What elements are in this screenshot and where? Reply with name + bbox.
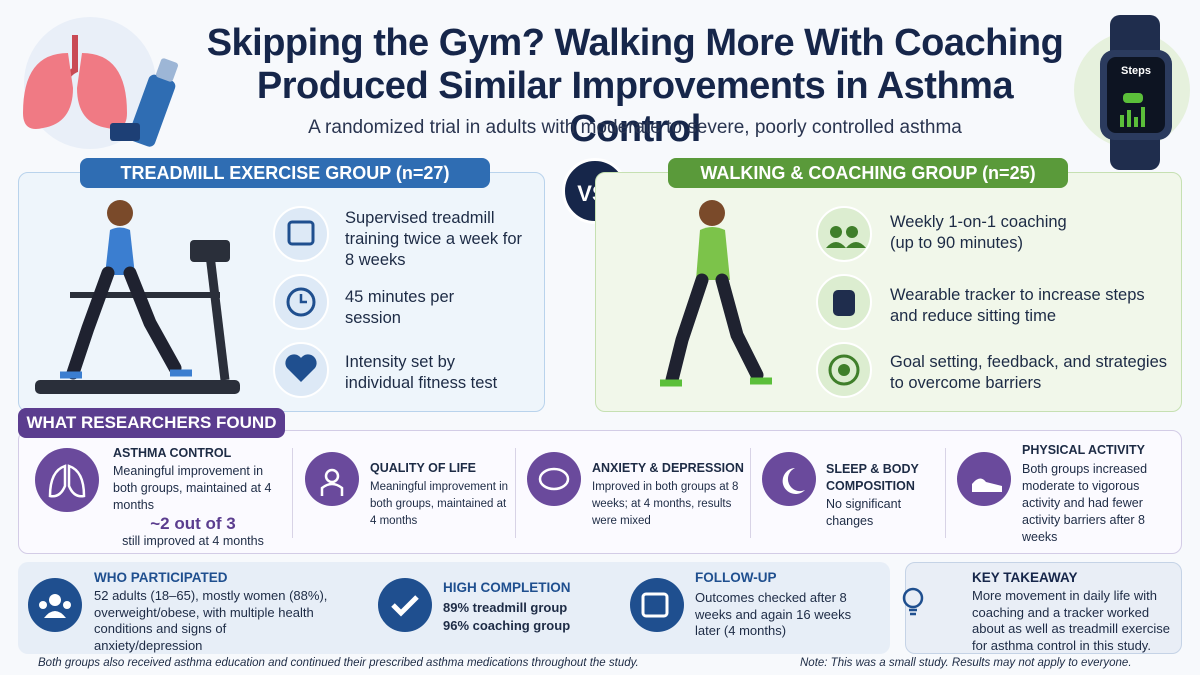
- finding-text: Meaningful improvement in both groups, m…: [370, 481, 509, 527]
- calendar-icon: [273, 206, 329, 262]
- finding-text: Both groups increased moderate to vigoro…: [1022, 462, 1148, 544]
- quality-icon: [305, 452, 359, 506]
- watch-label: Steps: [1121, 65, 1151, 77]
- takeaway-text: More movement in daily life with coachin…: [972, 588, 1170, 653]
- title-line: Skipping the Gym? Walking More With Coac…: [206, 22, 1064, 64]
- tracker-icon: [816, 274, 872, 330]
- walker-illustration: [660, 200, 772, 387]
- walking-label: WALKING & COACHING GROUP (n=25): [668, 158, 1068, 188]
- details-icons: [39, 587, 924, 618]
- footnote: Note: This was a small study. Results ma…: [800, 657, 1132, 669]
- sleep-icon: [762, 452, 816, 506]
- finding-highlight-note: still improved at 4 months: [122, 534, 264, 548]
- footnote: Both groups also received asthma educati…: [38, 657, 639, 669]
- lungs-illustration: [23, 17, 179, 149]
- finding-title: QUALITY OF LIFE: [370, 461, 477, 475]
- treadmill-icons: [285, 220, 317, 382]
- finding-highlight: ~2 out of 3: [150, 514, 236, 533]
- detail-title: WHO PARTICIPATED: [94, 570, 228, 585]
- separator: [945, 448, 946, 538]
- treadmill-item: 45 minutes per session: [345, 288, 455, 327]
- finding-text: Meaningful improvement in both groups, m…: [113, 464, 272, 512]
- findings-icons: [48, 464, 1002, 498]
- separator: [750, 448, 751, 538]
- treadmill-item: Supervised treadmill training twice a we…: [345, 209, 522, 269]
- walking-item: Goal setting, feedback, and strategies t…: [890, 353, 1168, 392]
- takeaway-panel: [905, 562, 1182, 654]
- detail-text: Outcomes checked after 8 weeks and again…: [695, 590, 852, 638]
- finding-title: PHYSICAL ACTIVITY: [1022, 443, 1145, 457]
- finding-title: ASTHMA CONTROL: [113, 446, 232, 460]
- brain-icon: [527, 452, 581, 506]
- shoe-icon: [957, 452, 1011, 506]
- walking-icons: [826, 226, 866, 386]
- detail-line: 96% coaching group: [443, 618, 571, 633]
- check-icon: [378, 578, 432, 632]
- detail-title: FOLLOW-UP: [695, 570, 777, 585]
- finding-title: SLEEP & BODY COMPOSITION: [826, 462, 919, 493]
- walking-item: Wearable tracker to increase steps and r…: [890, 286, 1145, 325]
- finding-text: Improved in both groups at 8 weeks; at 4…: [592, 481, 739, 527]
- title-line: Produced Similar Improvements in Asthma …: [256, 65, 1014, 150]
- walking-item: Weekly 1-on-1 coaching (up to 90 minutes…: [890, 213, 1067, 252]
- coaching-icon: [816, 206, 872, 262]
- treadmill-label: TREADMILL EXERCISE GROUP (n=27): [80, 158, 490, 188]
- subtitle: A randomized trial in adults with modera…: [308, 117, 962, 138]
- watch-illustration: [1074, 15, 1190, 170]
- finding-title: ANXIETY & DEPRESSION: [592, 461, 744, 475]
- separator: [515, 448, 516, 538]
- treadmill-item: Intensity set by individual fitness test: [345, 353, 498, 392]
- takeaway-title: KEY TAKEAWAY: [972, 570, 1078, 585]
- details-panel: [18, 562, 890, 654]
- findings-label: WHAT RESEARCHERS FOUND: [18, 408, 285, 438]
- asthma-icon: [35, 448, 99, 512]
- treadmill-illustration: [35, 200, 240, 394]
- calendar-icon: [630, 578, 684, 632]
- separator: [292, 448, 293, 538]
- detail-text: 52 adults (18–65), mostly women (88%), o…: [94, 588, 328, 653]
- detail-line: 89% treadmill group: [443, 600, 568, 615]
- detail-title: HIGH COMPLETION: [443, 580, 571, 595]
- finding-text: No significant changes: [826, 497, 902, 528]
